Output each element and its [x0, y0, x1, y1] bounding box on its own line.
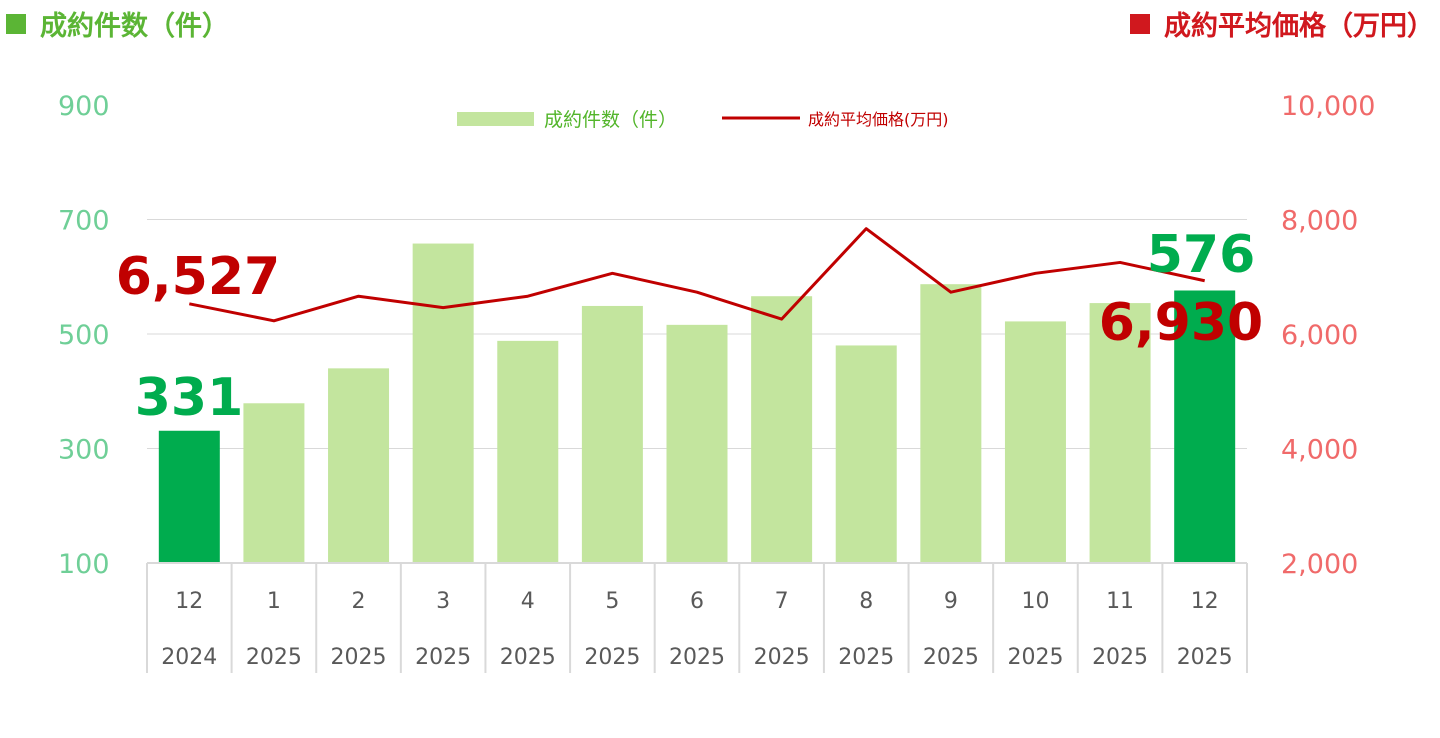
- legend: 成約件数（件） 成約平均価格(万円): [457, 109, 949, 131]
- year-label: 2025: [754, 645, 810, 670]
- year-label: 2025: [838, 645, 894, 670]
- month-label: 8: [859, 589, 873, 614]
- bar: [497, 340, 559, 563]
- bar: [412, 243, 474, 564]
- month-label: 6: [690, 589, 704, 614]
- bar: [243, 403, 305, 563]
- bar: [158, 430, 220, 563]
- right-tick-label: 8,000: [1281, 206, 1358, 237]
- bar: [835, 345, 897, 563]
- bar: [1004, 321, 1066, 563]
- right-tick-label: 6,000: [1281, 320, 1358, 351]
- year-label: 2025: [1092, 645, 1148, 670]
- legend-bar-swatch: [457, 112, 534, 126]
- bar: [751, 296, 813, 563]
- right-axis-title: 成約平均価格（万円）: [1130, 4, 1434, 43]
- bar: [328, 368, 390, 563]
- month-label: 7: [775, 589, 789, 614]
- last-price-callout: 6,930: [1099, 293, 1263, 353]
- month-label: 12: [1191, 589, 1219, 614]
- red-square-icon: [1130, 13, 1150, 34]
- price-line: [189, 227, 1206, 323]
- month-label: 11: [1106, 589, 1134, 614]
- bar: [666, 324, 728, 563]
- year-label: 2025: [331, 645, 387, 670]
- bar: [581, 305, 643, 563]
- category-axis: 12 2024 1 2025 2 2025 3 2025 4 2025 5 2025 6 2025 7 202…: [146, 562, 1248, 673]
- line-series: [189, 227, 1206, 323]
- legend-line-label: 成約平均価格(万円): [808, 110, 949, 129]
- left-axis-title-text: 成約件数（件）: [40, 11, 229, 42]
- month-label: 3: [436, 589, 450, 614]
- bar: [1174, 290, 1236, 563]
- right-axis-title-text: 成約平均価格（万円）: [1164, 11, 1434, 42]
- right-tick-label: 2,000: [1281, 549, 1358, 580]
- year-label: 2024: [161, 645, 217, 670]
- year-label: 2025: [1177, 645, 1233, 670]
- right-tick-label: 4,000: [1281, 435, 1358, 466]
- first-price-callout: 6,527: [116, 247, 280, 307]
- month-label: 2: [352, 589, 366, 614]
- month-label: 10: [1021, 589, 1049, 614]
- bar-series: [158, 243, 1236, 564]
- right-tick-label: 10,000: [1281, 91, 1375, 122]
- left-tick-label: 900: [58, 91, 110, 122]
- month-label: 5: [605, 589, 619, 614]
- year-label: 2025: [923, 645, 979, 670]
- month-label: 4: [521, 589, 535, 614]
- year-label: 2025: [246, 645, 302, 670]
- month-label: 1: [267, 589, 281, 614]
- bar: [1089, 303, 1151, 563]
- left-tick-label: 700: [58, 206, 110, 237]
- left-axis-title: 成約件数（件）: [6, 4, 229, 43]
- month-label: 12: [175, 589, 203, 614]
- year-label: 2025: [584, 645, 640, 670]
- green-square-icon: [6, 13, 26, 34]
- left-tick-label: 500: [58, 320, 110, 351]
- month-label: 9: [944, 589, 958, 614]
- year-label: 2025: [415, 645, 471, 670]
- left-tick-label: 300: [58, 435, 110, 466]
- left-tick-label: 100: [58, 549, 110, 580]
- year-label: 2025: [1007, 645, 1063, 670]
- left-axis-ticks: 900 700 500 300 100: [58, 91, 110, 580]
- first-count-callout: 331: [135, 368, 244, 428]
- right-axis-ticks: 10,000 8,000 6,000 4,000 2,000: [1281, 91, 1375, 580]
- legend-bar-label: 成約件数（件）: [544, 109, 677, 131]
- year-label: 2025: [669, 645, 725, 670]
- bar: [920, 284, 982, 563]
- year-label: 2025: [500, 645, 556, 670]
- last-count-callout: 576: [1147, 225, 1256, 285]
